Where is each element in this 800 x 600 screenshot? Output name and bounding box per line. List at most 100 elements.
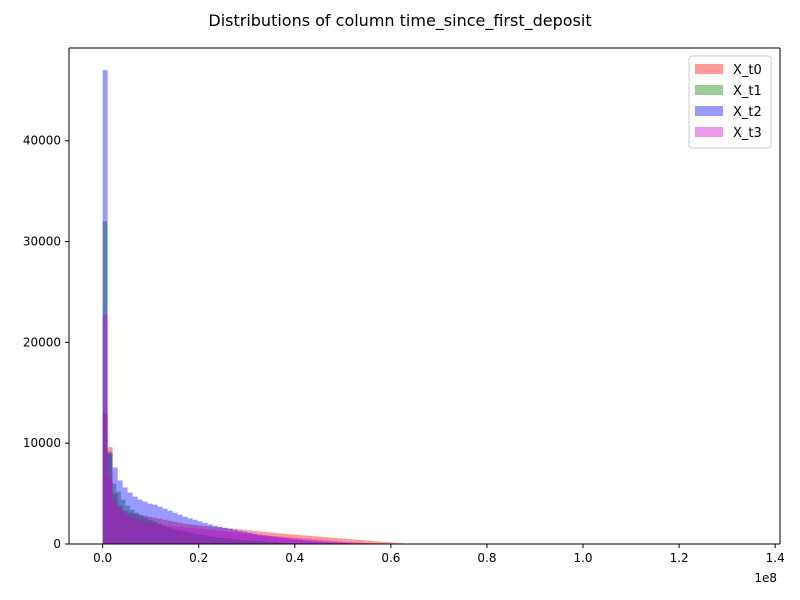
bar-x_t3-37	[287, 537, 293, 544]
x-tick-label-3: 0.6	[381, 551, 400, 565]
bar-x_t1-34	[257, 541, 263, 544]
bar-x_t2-8	[142, 501, 148, 544]
bar-x_t2-13	[167, 510, 173, 544]
bar-x_t3-31	[257, 534, 263, 544]
bar-x_t2-7	[137, 499, 143, 544]
bar-x_t2-15	[177, 514, 183, 544]
y-tick-label-4: 40000	[23, 134, 61, 148]
bar-x_t2-45	[327, 542, 333, 544]
bar-x_t1-26	[221, 537, 226, 544]
bar-x_t0-9	[147, 516, 153, 544]
bar-x_t0-42	[312, 536, 318, 544]
legend-swatch-x_t2	[695, 106, 723, 116]
bar-x_t0-26	[232, 528, 238, 544]
bar-x_t3-10	[152, 523, 158, 544]
bar-x_t3-15	[177, 526, 183, 544]
histogram-bars	[102, 70, 403, 545]
bar-x_t1-21	[198, 534, 204, 544]
bar-x_t1-22	[203, 535, 208, 544]
bar-x_t2-6	[132, 496, 138, 544]
bar-x_t3-20	[202, 529, 208, 544]
axes: 0.0 0.2 0.4 0.6 0.8 1.0 1.2 1.4 0 10000 20000 30000…	[23, 47, 785, 565]
bar-x_t0-56	[382, 541, 388, 544]
bar-x_t3-5	[127, 516, 133, 544]
bar-x_t2-11	[157, 506, 163, 544]
bar-x_t0-47	[337, 538, 343, 544]
bar-x_t0-8	[142, 515, 148, 544]
bar-x_t2-20	[202, 522, 208, 544]
bar-x_t0-14	[172, 521, 178, 544]
bar-x_t3-4	[122, 513, 128, 544]
bar-x_t0-1	[107, 447, 113, 544]
bar-x_t2-38	[292, 539, 298, 544]
bar-x_t3-36	[282, 536, 288, 544]
bar-x_t3-30	[252, 534, 258, 544]
bar-x_t2-17	[187, 518, 193, 544]
bar-x_t3-7	[137, 520, 143, 544]
bar-x_t0-41	[307, 535, 313, 544]
bar-x_t1-32	[248, 540, 254, 544]
bar-x_t3-44	[322, 540, 328, 544]
bar-x_t3-11	[157, 524, 163, 544]
bar-x_t3-34	[272, 536, 278, 544]
bar-x_t0-40	[302, 535, 308, 544]
bar-x_t1-23	[207, 536, 213, 544]
bar-x_t1-7	[134, 512, 140, 544]
bar-x_t1-8	[139, 515, 144, 544]
bar-x_t1-5	[125, 505, 131, 544]
bar-x_t3-48	[342, 541, 348, 544]
bar-x_t2-47	[337, 542, 343, 544]
bar-x_t0-18	[192, 524, 198, 544]
bar-x_t0-27	[237, 529, 243, 544]
bar-x_t1-0	[102, 221, 108, 544]
bar-x_t0-6	[132, 513, 138, 544]
bar-x_t2-14	[172, 512, 178, 544]
y-tick-label-0: 0	[53, 537, 61, 551]
y-tick-label-2: 20000	[23, 335, 61, 349]
y-tick-label-1: 10000	[23, 436, 61, 450]
bar-x_t0-48	[342, 538, 348, 544]
bar-x_t0-17	[187, 524, 193, 544]
bar-x_t3-45	[327, 540, 333, 544]
bar-x_t0-38	[292, 534, 298, 544]
bar-x_t2-29	[247, 532, 253, 544]
bar-x_t0-34	[272, 532, 278, 544]
x-tick-label-1: 0.2	[189, 551, 208, 565]
bar-x_t0-37	[287, 534, 293, 544]
bar-x_t0-31	[257, 531, 263, 544]
bar-x_t1-3	[116, 491, 121, 544]
bar-x_t2-24	[222, 527, 228, 544]
bar-x_t3-22	[212, 530, 218, 544]
x-tick-label-0: 0.0	[93, 551, 112, 565]
bar-x_t3-21	[207, 529, 213, 544]
bar-x_t2-43	[317, 541, 323, 544]
bar-x_t1-20	[193, 533, 199, 544]
bar-x_t0-49	[347, 539, 353, 544]
bar-x_t0-7	[137, 514, 143, 544]
bar-x_t2-35	[277, 537, 283, 544]
bar-x_t2-10	[152, 504, 158, 544]
bar-x_t3-23	[217, 530, 223, 544]
bar-x_t1-6	[130, 509, 135, 544]
bar-x_t0-15	[177, 522, 183, 544]
bar-x_t0-23	[217, 527, 223, 544]
bar-x_t0-25	[227, 528, 233, 544]
bar-x_t0-28	[242, 529, 248, 544]
legend-swatch-x_t3	[695, 127, 723, 137]
bar-x_t1-25	[216, 537, 222, 544]
legend-swatch-x_t1	[695, 85, 723, 95]
bar-x_t2-32	[262, 535, 268, 544]
bar-x_t0-54	[372, 541, 378, 544]
x-tick-label-7: 1.4	[766, 551, 785, 565]
bar-x_t0-10	[152, 517, 158, 544]
bar-x_t1-37	[271, 542, 277, 544]
bar-x_t2-31	[257, 534, 263, 544]
bar-x_t3-28	[242, 533, 248, 544]
bar-x_t0-24	[222, 527, 228, 544]
bar-x_t0-29	[247, 530, 253, 544]
bar-x_t1-1	[107, 451, 112, 544]
bar-x_t2-34	[272, 536, 278, 544]
bar-x_t3-46	[332, 540, 338, 544]
bar-x_t2-22	[212, 525, 218, 544]
bar-x_t2-36	[282, 538, 288, 544]
